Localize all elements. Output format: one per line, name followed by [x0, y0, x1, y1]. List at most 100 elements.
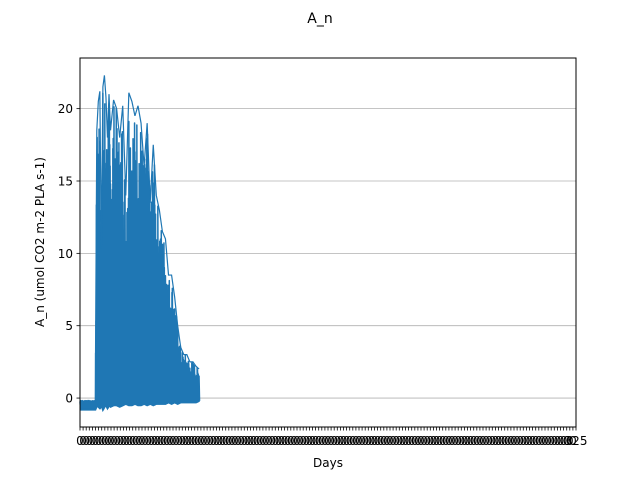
x-tick-label: 0 [358, 434, 366, 448]
x-tick-label: 0 [302, 434, 310, 448]
x-tick-label: 0 [352, 434, 360, 448]
x-tick-label: 0 [120, 434, 128, 448]
x-tick-label: 0 [529, 434, 537, 448]
x-tick-label: 0 [160, 434, 168, 448]
x-tick-label: 0 [113, 434, 121, 448]
x-tick-label: 0 [287, 434, 295, 448]
x-tick-label: 325 [565, 434, 588, 448]
x-tick-label: 0 [151, 434, 159, 448]
x-tick-label: 0 [157, 434, 165, 448]
x-tick-label: 0 [557, 434, 565, 448]
x-tick-label: 0 [85, 434, 93, 448]
x-tick-label: 0 [244, 434, 252, 448]
x-tick-label: 0 [116, 434, 124, 448]
x-tick-label: 0 [333, 434, 341, 448]
x-tick-label: 0 [510, 434, 518, 448]
x-tick-label: 0 [281, 434, 289, 448]
x-tick-label: 0 [445, 434, 453, 448]
x-tick-label: 0 [467, 434, 475, 448]
x-tick-label: 0 [163, 434, 171, 448]
x-tick-label: 0 [566, 434, 574, 448]
series-trough-envelope [80, 400, 200, 413]
x-tick-label: 0 [129, 434, 137, 448]
x-tick-label: 0 [368, 434, 376, 448]
x-tick-label: 0 [389, 434, 397, 448]
x-tick-label: 0 [442, 434, 450, 448]
x-tick-label: 0 [135, 434, 143, 448]
x-tick-label: 0 [82, 434, 90, 448]
x-tick-label: 0 [197, 434, 205, 448]
x-tick-label: 0 [296, 434, 304, 448]
x-tick-label: 0 [411, 434, 419, 448]
x-tick-label: 0 [327, 434, 335, 448]
x-tick-label: 0 [414, 434, 422, 448]
y-tick-label: 20 [58, 102, 73, 116]
x-tick-label: 0 [95, 434, 103, 448]
x-tick-label: 0 [132, 434, 140, 448]
x-tick-label: 0 [392, 434, 400, 448]
x-tick-label: 0 [371, 434, 379, 448]
x-tick-label: 0 [219, 434, 227, 448]
x-tick-label: 0 [346, 434, 354, 448]
x-tick-label: 0 [513, 434, 521, 448]
x-tick-label: 0 [166, 434, 174, 448]
x-tick-label: 0 [479, 434, 487, 448]
x-tick-label: 0 [175, 434, 183, 448]
x-tick-label: 0 [104, 434, 112, 448]
x-tick-label: 0 [420, 434, 428, 448]
x-tick-label: 0 [426, 434, 434, 448]
x-tick-label: 0 [228, 434, 236, 448]
x-tick-label: 0 [526, 434, 534, 448]
x-tick-label: 0 [222, 434, 230, 448]
x-tick-label: 0 [532, 434, 540, 448]
x-tick-label: 0 [395, 434, 403, 448]
x-tick-label: 0 [482, 434, 490, 448]
x-tick-label: 0 [461, 434, 469, 448]
x-axis-ticks: 0000000000000000000000000000000000000000… [76, 427, 587, 448]
x-tick-label: 0 [569, 434, 577, 448]
x-tick-label: 0 [535, 434, 543, 448]
x-tick-label: 0 [318, 434, 326, 448]
x-tick-label: 0 [405, 434, 413, 448]
x-tick-label: 0 [188, 434, 196, 448]
x-tick-label: 0 [253, 434, 261, 448]
x-tick-label: 0 [309, 434, 317, 448]
x-tick-label: 0 [247, 434, 255, 448]
x-tick-label: 0 [206, 434, 214, 448]
y-tick-label: 10 [58, 247, 73, 261]
x-tick-label: 0 [126, 434, 134, 448]
x-tick-label: 0 [563, 434, 571, 448]
x-tick-label: 0 [488, 434, 496, 448]
x-tick-label: 0 [194, 434, 202, 448]
x-tick-label: 0 [324, 434, 332, 448]
x-tick-label: 0 [361, 434, 369, 448]
y-axis-label: A_n (umol CO2 m-2 PLA s-1) [33, 157, 47, 327]
x-tick-label: 0 [337, 434, 345, 448]
x-tick-label: 0 [259, 434, 267, 448]
x-tick-label: 0 [154, 434, 162, 448]
x-tick-label: 0 [519, 434, 527, 448]
x-tick-label: 0 [234, 434, 242, 448]
x-tick-label: 0 [209, 434, 217, 448]
y-axis-ticks: 0 5 10 15 20 [58, 102, 80, 406]
x-tick-label: 0 [464, 434, 472, 448]
x-tick-label: 0 [178, 434, 186, 448]
x-tick-label: 0 [501, 434, 509, 448]
data-series [79, 75, 201, 413]
x-tick-label: 0 [290, 434, 298, 448]
x-tick-label: 0 [182, 434, 190, 448]
x-tick-label: 0 [377, 434, 385, 448]
x-tick-label: 0 [89, 434, 97, 448]
x-tick-label: 0 [550, 434, 558, 448]
x-tick-label: 0 [485, 434, 493, 448]
x-tick-label: 0 [265, 434, 273, 448]
x-tick-label: 0 [250, 434, 258, 448]
y-tick-label: 15 [58, 175, 73, 189]
x-tick-label: 0 [516, 434, 524, 448]
x-tick-label: 0 [473, 434, 481, 448]
x-tick-label: 0 [436, 434, 444, 448]
x-tick-label: 0 [271, 434, 279, 448]
x-tick-label: 0 [454, 434, 462, 448]
x-tick-label: 0 [123, 434, 131, 448]
